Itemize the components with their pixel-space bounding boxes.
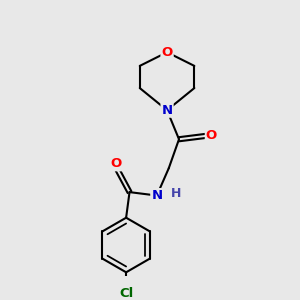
Text: N: N <box>151 189 162 202</box>
Text: Cl: Cl <box>119 287 133 300</box>
Text: O: O <box>206 129 217 142</box>
Text: O: O <box>161 46 173 59</box>
Text: O: O <box>110 157 122 170</box>
Text: H: H <box>170 187 181 200</box>
Text: N: N <box>161 104 172 117</box>
